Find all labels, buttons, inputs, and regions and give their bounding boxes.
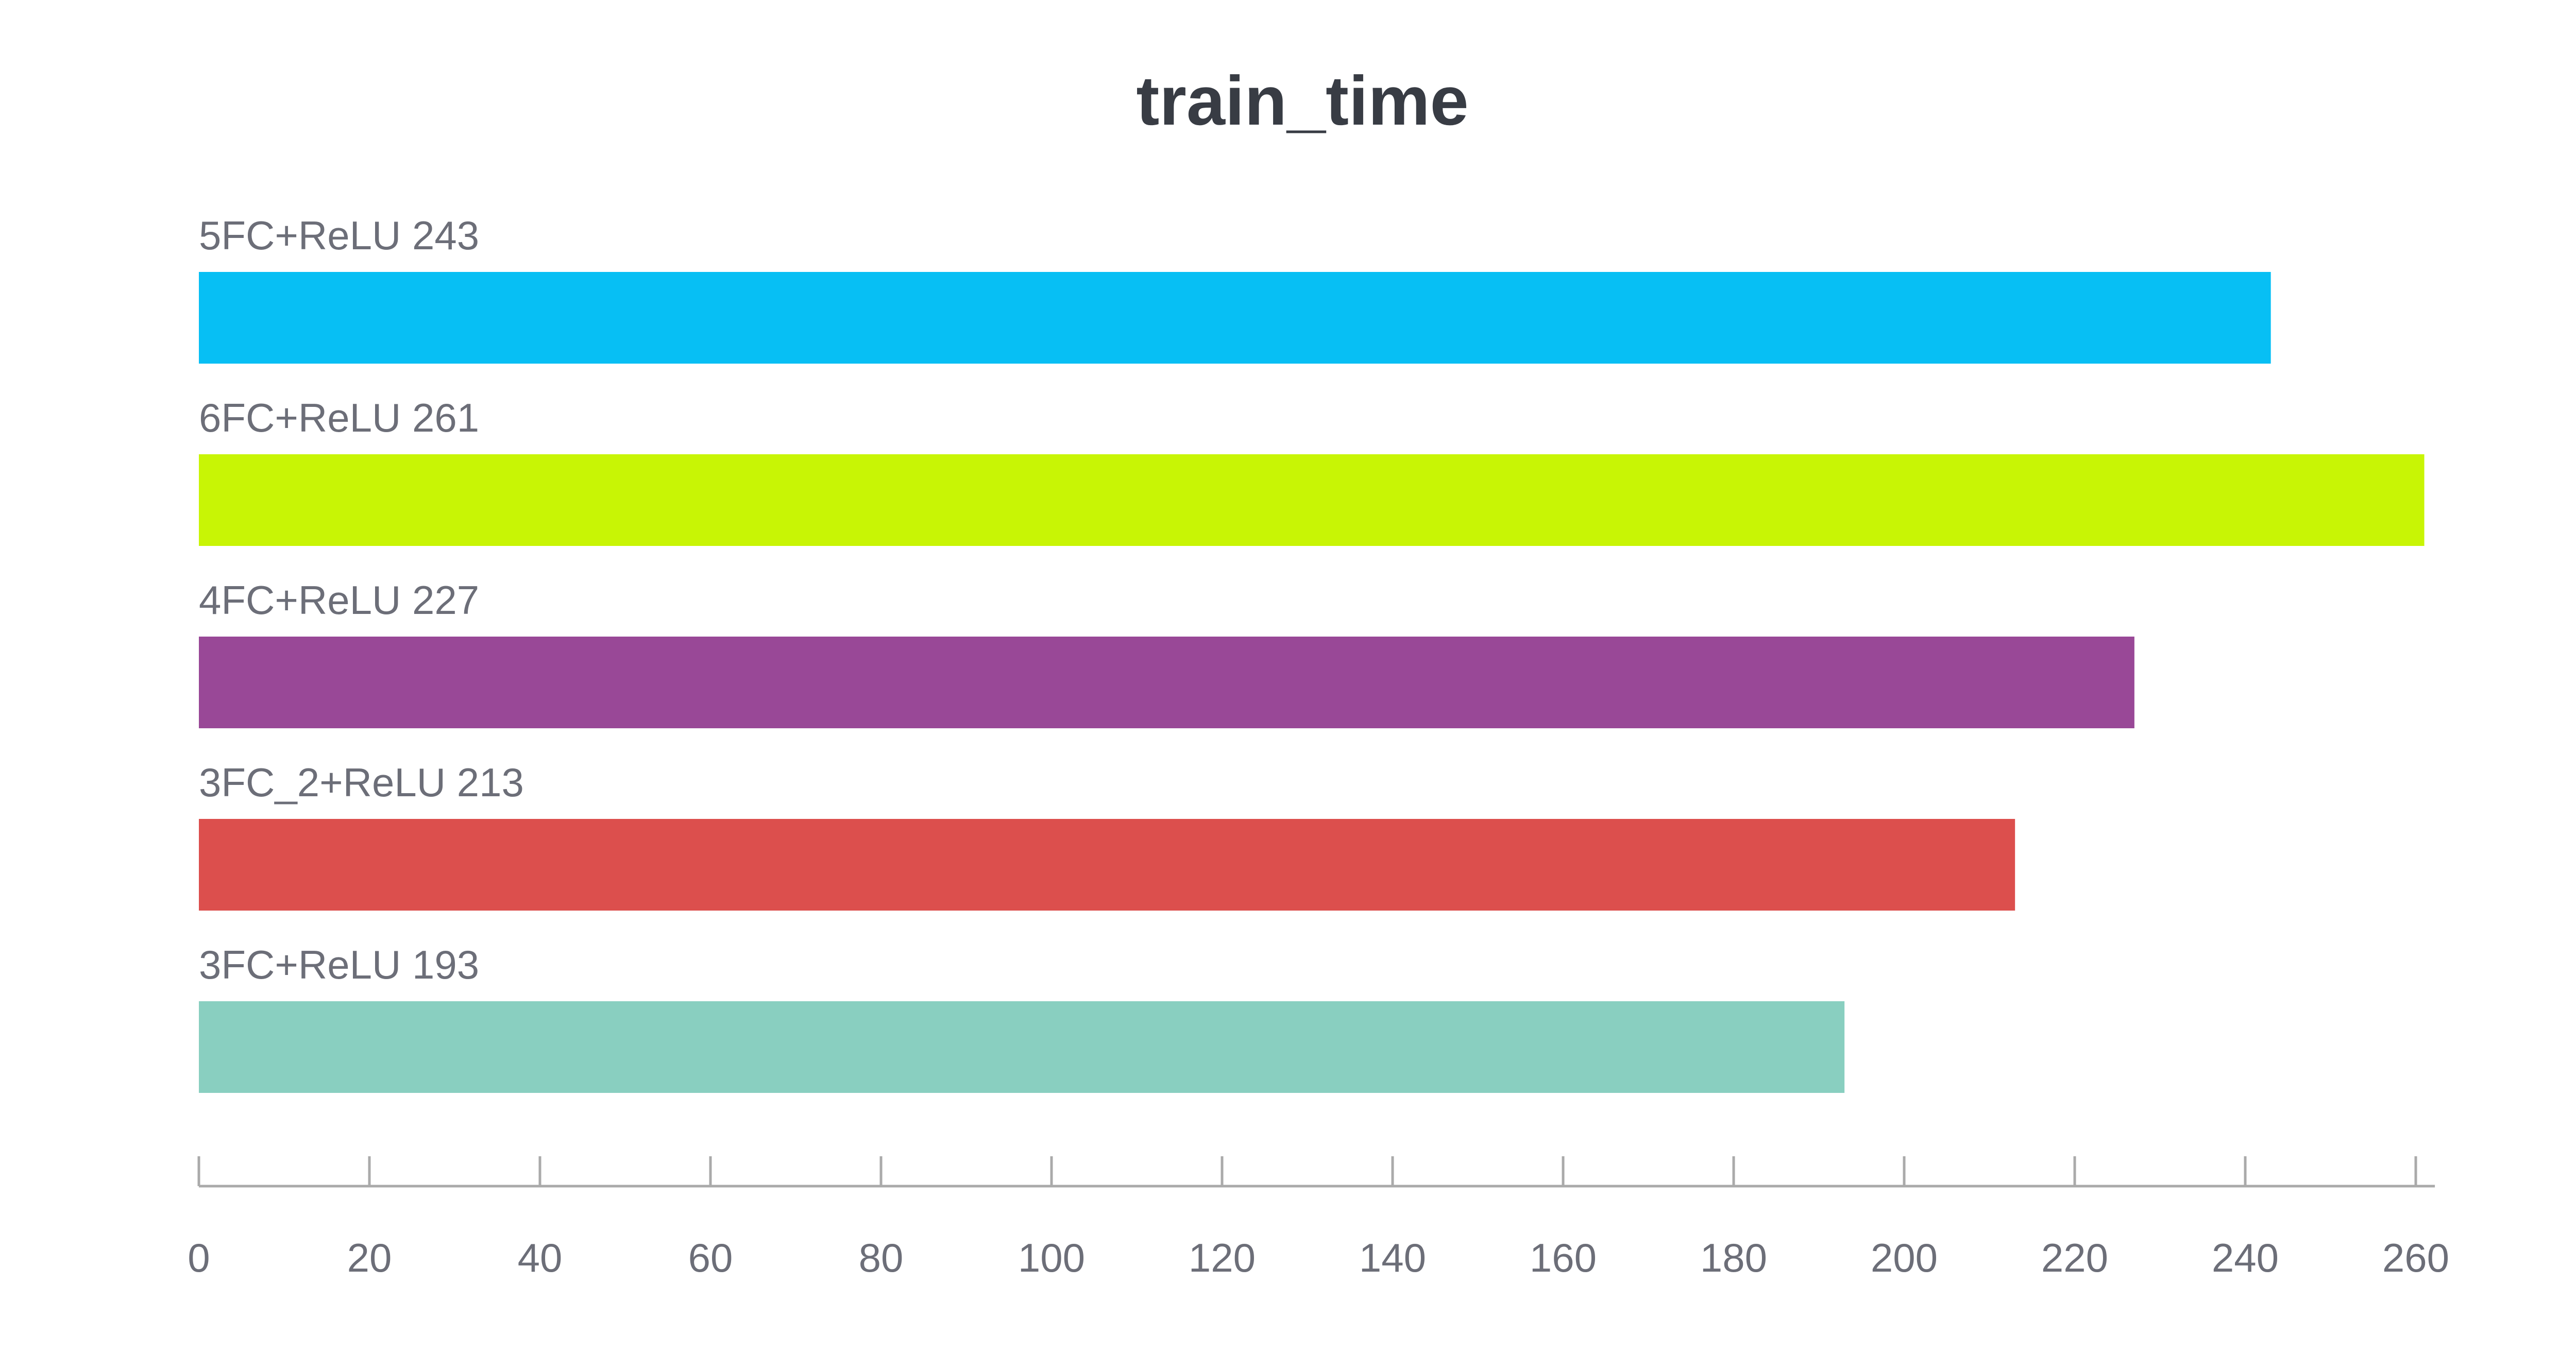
x-tick-label: 220 bbox=[2041, 1235, 2108, 1280]
bar bbox=[199, 454, 2425, 546]
bar-group: 6FC+ReLU 261 bbox=[199, 395, 2425, 546]
chart-title: train_time bbox=[1136, 62, 1468, 140]
bar-group: 4FC+ReLU 227 bbox=[199, 577, 2134, 728]
x-tick-label: 0 bbox=[188, 1235, 210, 1280]
bar-label: 3FC+ReLU 193 bbox=[199, 942, 479, 987]
bar bbox=[199, 819, 2015, 911]
bar-label: 4FC+ReLU 227 bbox=[199, 577, 479, 623]
bar-group: 3FC+ReLU 193 bbox=[199, 942, 1845, 1093]
bar-label: 3FC_2+ReLU 213 bbox=[199, 760, 524, 805]
bars-layer: 5FC+ReLU 243 6FC+ReLU 261 4FC+ReLU 227 3FC_… bbox=[199, 213, 2425, 1093]
x-tick-label: 40 bbox=[518, 1235, 563, 1280]
x-tick-label: 100 bbox=[1018, 1235, 1085, 1280]
bar-label: 5FC+ReLU 243 bbox=[199, 213, 479, 258]
bar-label: 6FC+ReLU 261 bbox=[199, 395, 479, 440]
x-tick-label: 260 bbox=[2382, 1235, 2449, 1280]
x-tick-label: 180 bbox=[1700, 1235, 1767, 1280]
x-tick-label: 120 bbox=[1189, 1235, 1256, 1280]
x-tick-label: 60 bbox=[688, 1235, 733, 1280]
x-tick-label: 240 bbox=[2212, 1235, 2279, 1280]
x-tick-label: 20 bbox=[347, 1235, 392, 1280]
bar bbox=[199, 1001, 1845, 1093]
bar-group: 3FC_2+ReLU 213 bbox=[199, 760, 2015, 911]
bar bbox=[199, 272, 2271, 364]
x-tick-label: 80 bbox=[859, 1235, 904, 1280]
x-axis: 0 20 40 60 80 100 120 140 160 180 200 220 240 260 bbox=[188, 1156, 2449, 1280]
x-tick-label: 200 bbox=[1871, 1235, 1938, 1280]
bar-group: 5FC+ReLU 243 bbox=[199, 213, 2271, 364]
bar bbox=[199, 637, 2134, 728]
x-tick-label: 140 bbox=[1359, 1235, 1426, 1280]
x-tick-label: 160 bbox=[1530, 1235, 1597, 1280]
